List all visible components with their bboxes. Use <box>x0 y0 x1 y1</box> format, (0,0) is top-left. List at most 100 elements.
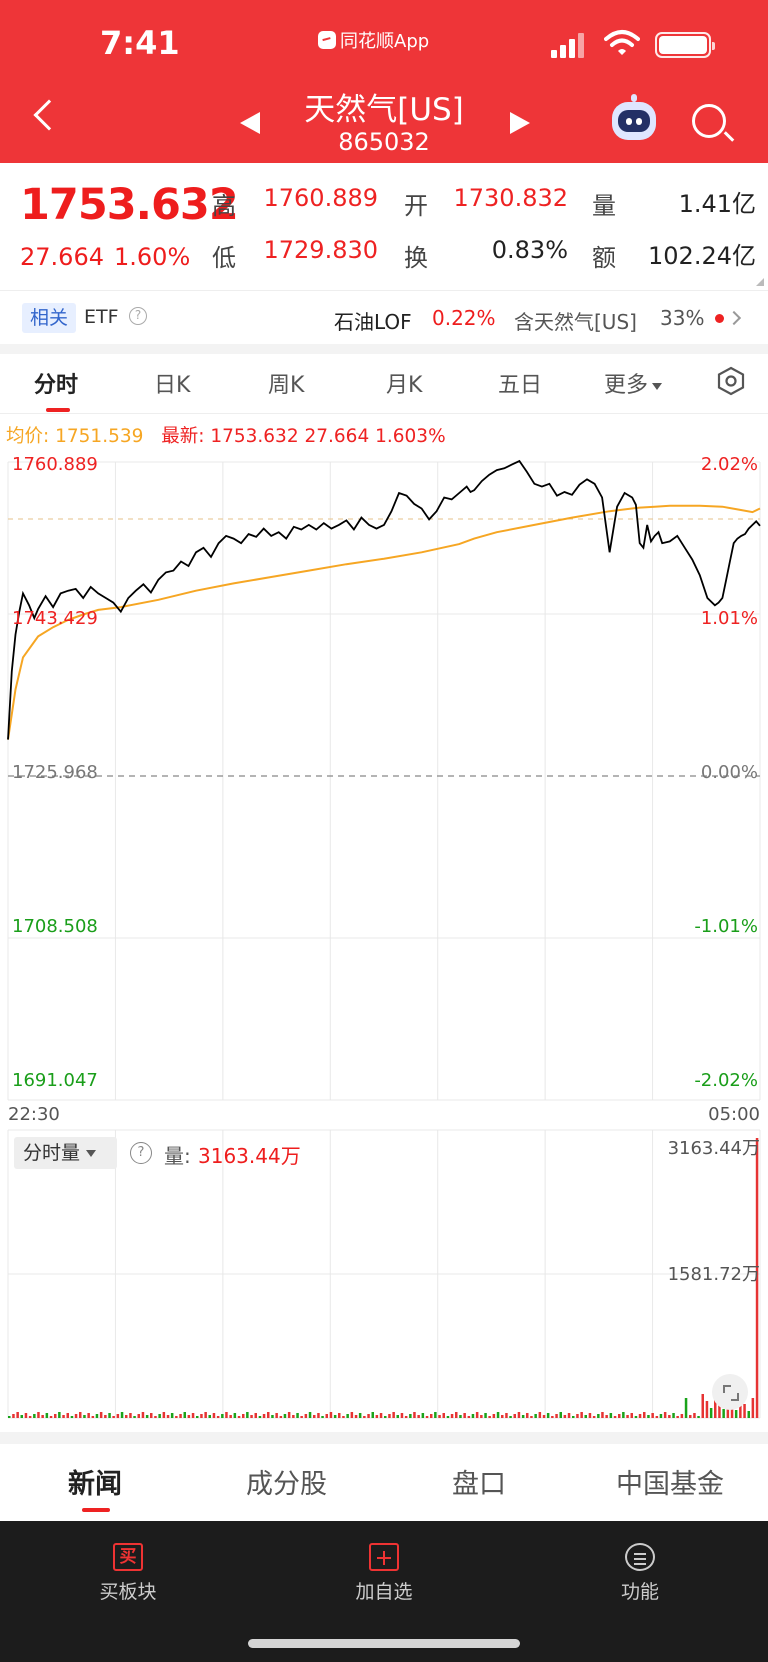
volume-bar <box>116 1414 120 1418</box>
volume-bar <box>292 1415 295 1418</box>
volume-bar <box>705 1401 709 1418</box>
volume-bar <box>588 1413 592 1418</box>
volume-bar <box>183 1412 186 1418</box>
chart-tabs: 分时 日K 周K 月K 五日 更多 <box>0 354 768 414</box>
tab-order-book[interactable]: 盘口 <box>452 1469 506 1500</box>
volume-bar <box>317 1413 320 1418</box>
price-change: 27.664 <box>20 243 104 271</box>
volume-bar <box>509 1416 512 1418</box>
expand-corner-icon[interactable] <box>756 278 764 286</box>
turnover-value: 0.83% <box>491 236 568 264</box>
volume-type-label: 分时量 <box>23 1142 81 1164</box>
volume-bar <box>751 1398 755 1418</box>
volume-bar <box>108 1413 111 1418</box>
volume-bar <box>158 1414 161 1418</box>
tab-news[interactable]: 新闻 <box>68 1469 122 1500</box>
volume-tick-0: 3163.44万 <box>667 1138 760 1159</box>
volume-bar <box>133 1416 136 1418</box>
volume-bar <box>501 1415 504 1418</box>
volume-bar <box>354 1415 358 1418</box>
tab-intraday[interactable]: 分时 <box>34 373 79 398</box>
help-icon[interactable]: ? <box>129 307 147 325</box>
volume-bar <box>622 1412 625 1418</box>
tab-weekly-k[interactable]: 周K <box>268 373 305 398</box>
volume-bar <box>430 1414 433 1418</box>
volume-bar <box>647 1415 650 1418</box>
fullscreen-button[interactable] <box>712 1374 748 1410</box>
tab-china-funds[interactable]: 中国基金 <box>616 1469 724 1500</box>
buy-sector-label: 买板块 <box>99 1581 157 1603</box>
volume-bar <box>112 1416 115 1418</box>
search-icon[interactable] <box>692 104 726 138</box>
buy-sector-button[interactable]: 买 买板块 <box>73 1543 183 1604</box>
next-stock-button[interactable] <box>510 112 530 134</box>
volume-bar <box>321 1416 324 1418</box>
volume-bar <box>12 1414 15 1418</box>
volume-bar <box>517 1412 521 1418</box>
prev-stock-button[interactable] <box>240 112 260 134</box>
stock-code: 865032 <box>338 128 430 156</box>
tab-more[interactable]: 更多 <box>604 367 663 399</box>
volume-bar <box>125 1415 128 1418</box>
intraday-chart[interactable] <box>0 0 768 1420</box>
chart-info-line: 均价: 1751.539 最新: 1753.632 27.664 1.603% <box>6 422 446 448</box>
volume-help-icon[interactable]: ? <box>130 1142 152 1164</box>
active-bottom-tab-indicator <box>82 1508 110 1512</box>
volume-bar <box>74 1414 78 1418</box>
volume-bar <box>8 1416 11 1418</box>
volume-bar <box>659 1414 663 1418</box>
functions-button[interactable]: 功能 <box>585 1543 695 1604</box>
volume-bar <box>567 1413 571 1418</box>
volume-bar <box>718 1402 721 1418</box>
volume-bar <box>450 1414 454 1418</box>
add-watchlist-button[interactable]: 加自选 <box>329 1543 439 1604</box>
tab-monthly-k[interactable]: 月K <box>386 373 423 398</box>
volume-bar <box>279 1416 283 1418</box>
header-bar: 7:41 同花顺App 天然气[US] 865032 <box>0 0 768 163</box>
settings-hex-icon[interactable] <box>716 366 746 396</box>
volume-bar <box>442 1413 445 1418</box>
volume-bar <box>613 1416 617 1418</box>
latest-label: 最新: <box>161 426 205 447</box>
volume-bar <box>559 1412 562 1418</box>
volume-bar <box>743 1404 746 1418</box>
volume-bar <box>170 1413 174 1418</box>
volume-bar <box>233 1413 237 1418</box>
volume-bar <box>275 1413 278 1418</box>
volume-bar <box>20 1415 23 1418</box>
etf-label[interactable]: ETF <box>84 306 119 328</box>
volume-bar <box>459 1415 462 1418</box>
volume-bar <box>484 1413 487 1418</box>
volume-bar <box>730 1403 734 1418</box>
robot-assistant-icon[interactable] <box>612 94 656 140</box>
home-indicator <box>248 1639 520 1648</box>
volume-bar <box>592 1416 596 1418</box>
tab-daily-k[interactable]: 日K <box>154 373 191 398</box>
tab-five-day[interactable]: 五日 <box>498 373 543 398</box>
holding-pct: 33% <box>660 306 705 330</box>
volume-bar <box>618 1414 621 1418</box>
volume-type-select[interactable]: 分时量 <box>14 1137 117 1169</box>
related-row[interactable]: 相关 ETF ? 石油LOF 0.22% 含天然气[US] 33% <box>0 290 768 344</box>
volume-bar <box>755 1138 759 1418</box>
volume-bar <box>296 1413 299 1418</box>
related-fund-name[interactable]: 石油LOF <box>334 310 412 334</box>
volume-bar <box>638 1414 642 1418</box>
divider <box>0 344 768 354</box>
volume-bar <box>392 1412 395 1418</box>
app-indicator[interactable]: 同花顺App <box>318 27 429 53</box>
volume-bar <box>455 1412 458 1418</box>
avg-label: 均价: <box>6 426 50 447</box>
volume-bar <box>24 1413 28 1418</box>
volume-bar <box>333 1415 337 1418</box>
volume-bar <box>530 1416 533 1418</box>
volume-bar <box>609 1413 613 1418</box>
volume-bar <box>216 1416 220 1418</box>
volume-bar <box>709 1408 713 1418</box>
volume-bar <box>722 1409 725 1418</box>
tab-constituents[interactable]: 成分股 <box>246 1469 327 1500</box>
amount-value: 102.24亿 <box>648 242 756 270</box>
app-name: 同花顺App <box>340 31 430 52</box>
chart-grid <box>7 461 761 1419</box>
